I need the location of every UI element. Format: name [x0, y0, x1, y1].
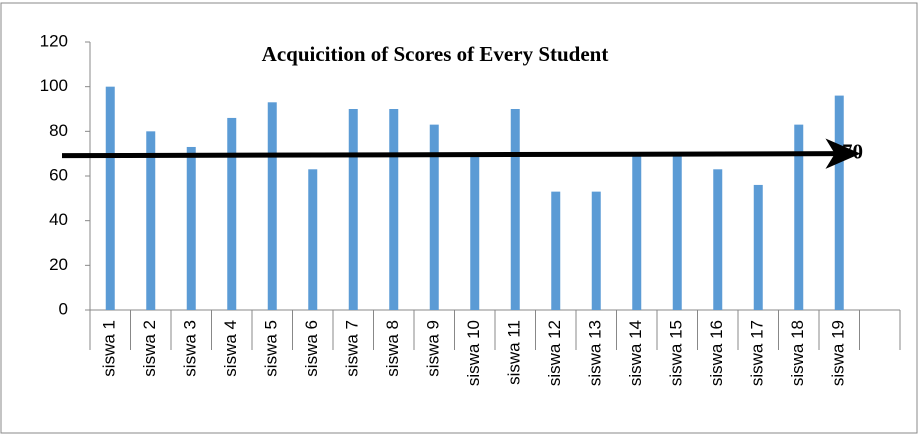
bar — [834, 95, 844, 310]
bar — [227, 117, 237, 310]
bar — [105, 86, 115, 311]
bar — [713, 169, 723, 310]
x-tick-label: siswa 7 — [343, 320, 362, 377]
chart-title: Acquicition of Scores of Every Student — [262, 42, 609, 66]
x-tick-label: siswa 12 — [545, 320, 564, 386]
y-tick-label: 100 — [40, 76, 68, 95]
x-tick-label: siswa 11 — [505, 320, 524, 385]
chart-border — [0, 2, 918, 434]
bar — [186, 146, 196, 310]
x-tick-label: siswa 13 — [586, 320, 605, 386]
bar — [753, 184, 763, 310]
bar — [794, 124, 804, 310]
bar — [591, 191, 601, 310]
y-tick-label: 120 — [40, 31, 68, 50]
bar — [510, 109, 520, 310]
x-tick-label: siswa 4 — [221, 320, 240, 377]
bar — [551, 191, 561, 310]
bar — [146, 131, 156, 310]
x-tick-label: siswa 10 — [464, 320, 483, 386]
bar — [308, 169, 318, 310]
x-tick-label: siswa 18 — [788, 320, 807, 386]
x-tick-label: siswa 16 — [707, 320, 726, 386]
reference-arrow — [61, 151, 841, 159]
bar — [429, 124, 439, 310]
x-tick-label: siswa 5 — [262, 320, 281, 377]
x-tick-label: siswa 17 — [748, 320, 767, 386]
bar — [470, 153, 480, 310]
x-tick-label: siswa 9 — [424, 320, 443, 377]
bar — [267, 102, 277, 310]
x-tick-label: siswa 1 — [100, 320, 119, 377]
x-tick-label: siswa 2 — [140, 320, 159, 377]
x-tick-label: siswa 8 — [383, 320, 402, 377]
x-tick-label: siswa 3 — [181, 320, 200, 377]
y-tick-label: 60 — [49, 165, 68, 184]
reference-label: 70 — [842, 139, 863, 163]
arrow-head — [825, 138, 861, 169]
y-tick-label: 40 — [49, 210, 68, 229]
y-tick-label: 0 — [59, 299, 68, 318]
x-tick-label: siswa 19 — [829, 320, 848, 386]
y-tick-label: 80 — [49, 121, 68, 140]
bar — [348, 109, 358, 310]
x-tick-label: siswa 14 — [626, 320, 645, 386]
bar — [389, 109, 399, 310]
y-tick-label: 20 — [49, 255, 68, 274]
bar — [632, 153, 642, 310]
x-tick-label: siswa 6 — [302, 320, 321, 377]
bar — [672, 153, 682, 310]
x-tick-label: siswa 15 — [667, 320, 686, 386]
